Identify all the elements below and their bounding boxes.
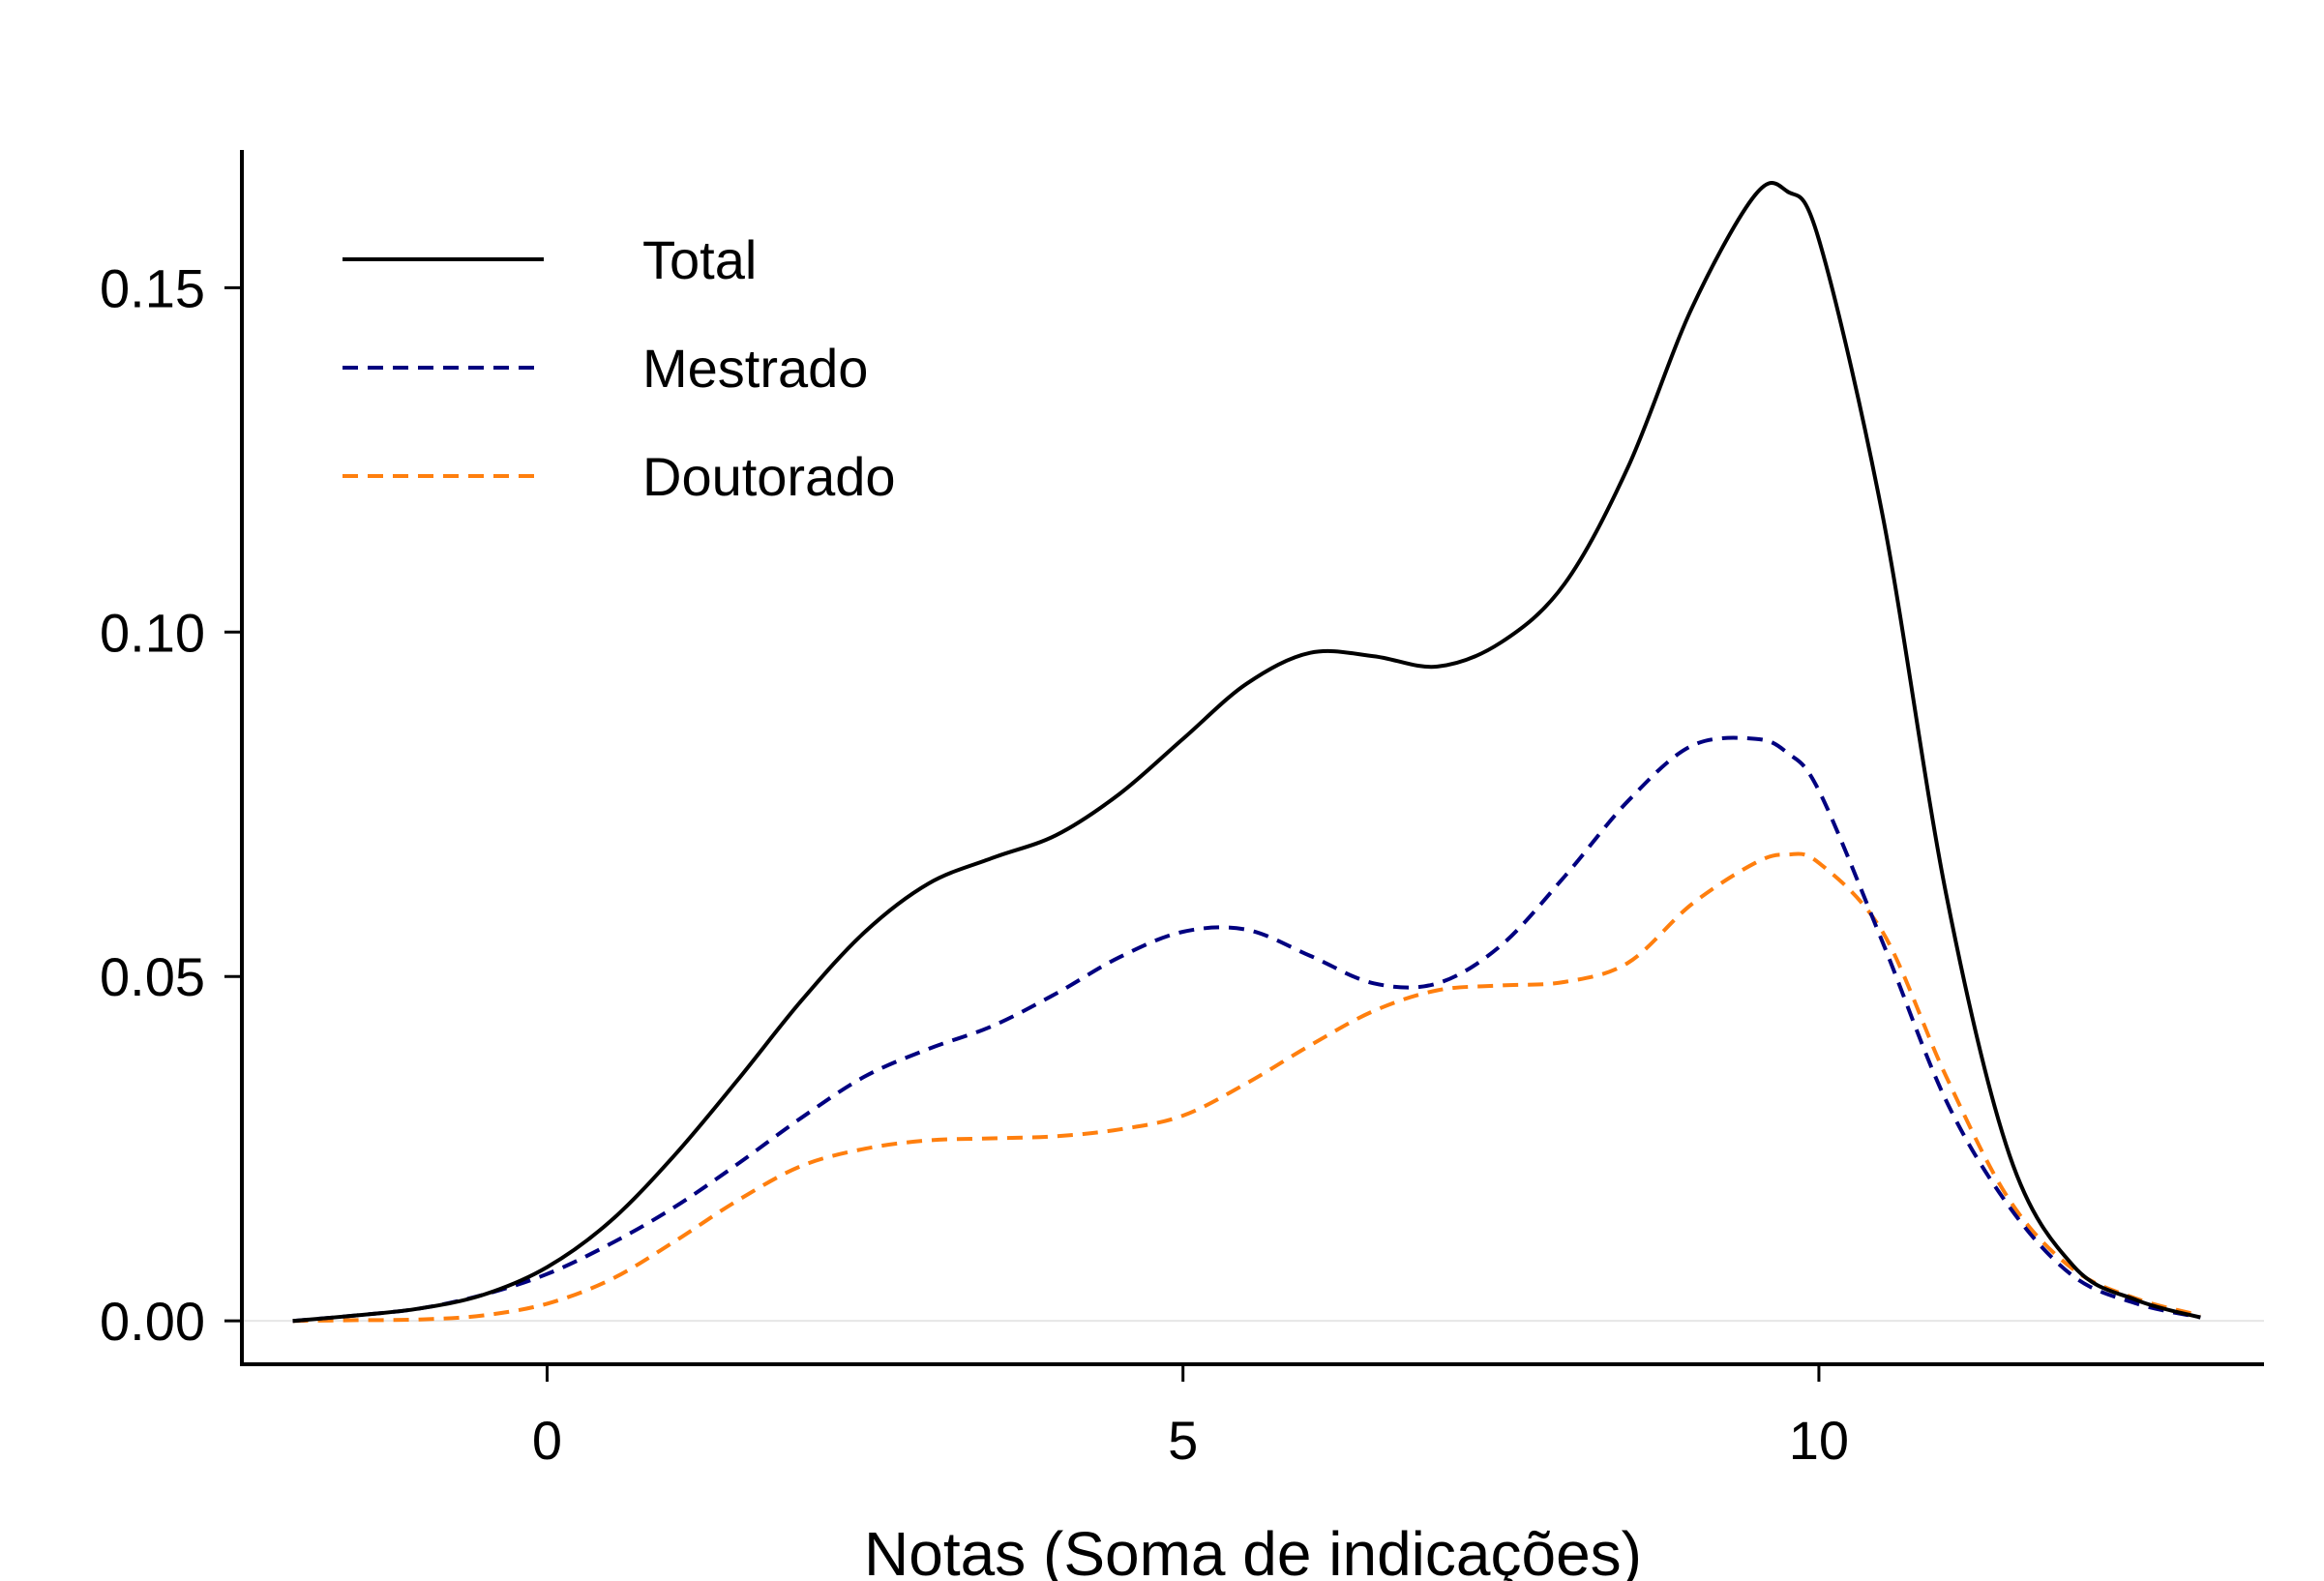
x-tick-label: 10: [1789, 1410, 1849, 1471]
x-tick-label: 5: [1168, 1410, 1198, 1471]
legend-label-mestrado: Mestrado: [642, 338, 868, 399]
y-tick-label: 0.00: [100, 1291, 205, 1352]
y-tick-label: 0.10: [100, 602, 205, 663]
x-axis-title: Notas (Soma de indicações): [864, 1519, 1642, 1581]
legend-label-total: Total: [642, 229, 757, 290]
y-tick-label: 0.15: [100, 257, 205, 318]
series-layer: [292, 181, 2201, 1324]
y-tick-label: 0.05: [100, 946, 205, 1007]
x-axis-ticks: 0 5 10: [532, 1364, 1849, 1471]
legend-label-doutorado: Doutorado: [642, 446, 896, 507]
series-line-total: [292, 181, 2201, 1324]
series-line-doutorado: [292, 851, 2201, 1324]
series-line-mestrado: [292, 735, 2201, 1324]
x-tick-label: 0: [532, 1410, 562, 1471]
y-axis-ticks: 0.00 0.05 0.10 0.15: [100, 257, 242, 1352]
legend: Total Mestrado Doutorado: [343, 229, 896, 507]
